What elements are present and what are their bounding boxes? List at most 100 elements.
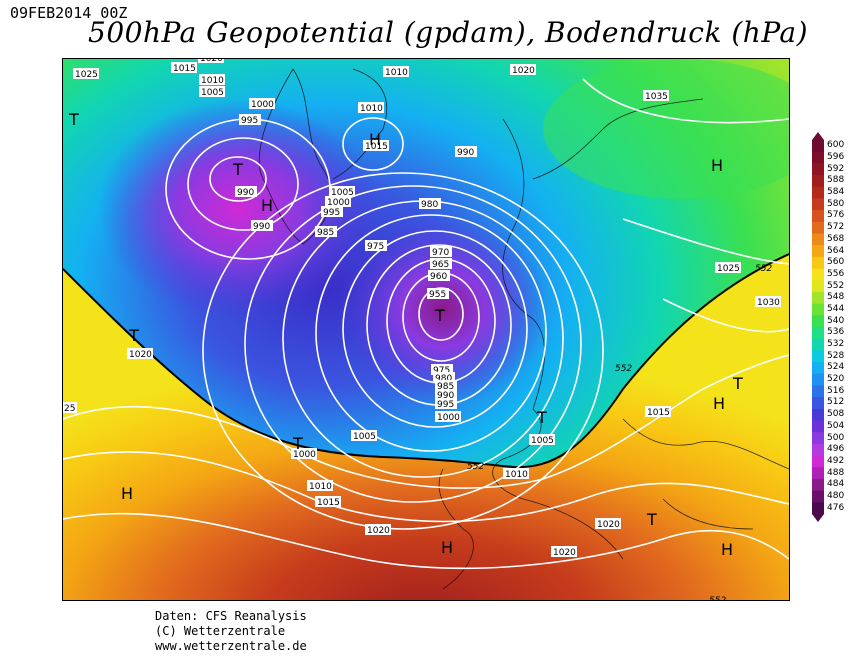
- colorbar-swatch: [812, 303, 824, 316]
- colorbar-swatch: [812, 490, 824, 503]
- contour-label: 552: [615, 364, 632, 374]
- colorbar-swatch: [812, 408, 824, 421]
- colorbar-level-label: 524: [827, 362, 845, 373]
- colorbar-arrow-top: [812, 132, 824, 140]
- colorbar-level-label: 580: [827, 198, 845, 209]
- pressure-label: 990: [457, 148, 474, 158]
- pressure-label: 1010: [385, 68, 408, 78]
- colorbar-swatch: [812, 373, 824, 386]
- pressure-label: 1010: [505, 470, 528, 480]
- colorbar-swatch: [812, 327, 824, 340]
- colorbar-level-label: 572: [827, 222, 845, 233]
- colorbar-level-label: 564: [827, 245, 845, 256]
- pressure-label: 995: [437, 400, 454, 410]
- colorbar-level-label: 484: [827, 479, 845, 490]
- colorbar-swatch: [812, 291, 824, 305]
- credits-source: Daten: CFS Reanalysis: [155, 609, 307, 623]
- colorbar-swatch: [812, 175, 824, 188]
- colorbar-level-label: 548: [827, 292, 845, 303]
- colorbar-level-label: 480: [827, 490, 845, 501]
- high-center: H: [121, 484, 133, 503]
- colorbar-swatch: [812, 256, 824, 270]
- pressure-label: 985: [437, 382, 454, 392]
- pressure-label: 1020: [367, 526, 390, 536]
- colorbar-level-label: 600: [827, 140, 845, 151]
- colorbar-swatch: [812, 210, 824, 223]
- pressure-label: 990: [237, 188, 254, 198]
- pressure-label: 1020: [200, 59, 223, 64]
- pressure-label: 1015: [317, 498, 340, 508]
- pressure-label: 1025: [717, 264, 740, 274]
- pressure-label: 985: [317, 228, 334, 238]
- storm-core: [338, 214, 548, 404]
- pressure-label: 1020: [129, 350, 152, 360]
- colorbar-level-label: 488: [827, 467, 845, 478]
- contour-label: 552: [709, 596, 726, 600]
- colorbar-level-label: 492: [827, 455, 845, 466]
- colorbar-swatch: [812, 268, 824, 281]
- contour-label: 552: [467, 462, 484, 472]
- pressure-label: 1000: [251, 100, 274, 110]
- low-center: T: [536, 408, 547, 427]
- pressure-label: 1000: [327, 198, 350, 208]
- colorbar-swatch: [812, 385, 824, 398]
- colorbar-level-label: 568: [827, 233, 845, 244]
- pressure-label: 995: [241, 116, 258, 126]
- credits-copyright: (C) Wetterzentrale: [155, 624, 286, 638]
- colorbar-level-label: 588: [827, 175, 845, 186]
- colorbar-swatch: [812, 315, 824, 328]
- credits-url: www.wetterzentrale.de: [155, 639, 307, 653]
- pressure-label: 955: [429, 290, 446, 300]
- pressure-label: 1005: [353, 432, 376, 442]
- pressure-label: 1005: [531, 436, 554, 446]
- weather-map: 1025 1015 1020 1010 1005 1000 995 990 10…: [62, 58, 790, 601]
- colorbar-swatch: [812, 198, 824, 211]
- colorbar-swatch: [812, 443, 824, 457]
- low-center: T: [292, 434, 303, 453]
- colorbar-swatch: [812, 233, 824, 246]
- colorbar-level-label: 540: [827, 315, 845, 326]
- colorbar-swatch: [812, 362, 824, 375]
- colorbar-level-label: 560: [827, 257, 845, 268]
- colorbar-level-label: 504: [827, 420, 845, 431]
- colorbar-swatch: [812, 397, 824, 410]
- colorbar-swatch: [812, 350, 824, 363]
- pressure-label: 1015: [365, 142, 388, 152]
- colorbar-swatch: [812, 221, 824, 234]
- colorbar-swatch: [812, 163, 824, 176]
- colorbar-level-label: 544: [827, 303, 845, 314]
- low-center: T: [232, 160, 243, 179]
- colorbar-level-label: 584: [827, 187, 845, 198]
- warm-airmass: [63, 254, 789, 600]
- pressure-label: 1015: [173, 64, 196, 74]
- pressure-label: 1020: [597, 520, 620, 530]
- pressure-label: 990: [253, 222, 270, 232]
- colorbar-arrow-bottom: [812, 514, 824, 522]
- pressure-label: 1015: [647, 408, 670, 418]
- contour-552-labels: 552 552 552 552: [467, 264, 772, 600]
- low-center: T: [646, 510, 657, 529]
- high-center: H: [721, 540, 733, 559]
- pressure-label: 1025: [75, 70, 98, 80]
- pressure-label: 1005: [201, 88, 224, 98]
- map-title: 500hPa Geopotential (gpdam), Bodendruck …: [88, 16, 809, 49]
- colorbar-swatch: [812, 245, 824, 258]
- pressure-label: 990: [437, 391, 454, 401]
- pressure-label: 980: [421, 200, 438, 210]
- colorbar-level-label: 596: [827, 152, 845, 163]
- colorbar-level-label: 592: [827, 163, 845, 174]
- low-center: T: [732, 374, 743, 393]
- pressure-label: 25: [64, 404, 75, 414]
- colorbar-level-label: 516: [827, 385, 845, 396]
- pressure-label: 960: [430, 272, 447, 282]
- colorbar-level-label: 512: [827, 397, 845, 408]
- colorbar-level-label: 536: [827, 327, 845, 338]
- pressure-label: 995: [323, 208, 340, 218]
- colorbar-swatch: [812, 455, 824, 468]
- western-trough-core: [98, 99, 378, 319]
- pressure-label: 980: [435, 374, 452, 384]
- colorbar-level-label: 520: [827, 374, 845, 385]
- low-center: T: [68, 110, 79, 129]
- pressure-label: 1020: [512, 66, 535, 76]
- colorbar-swatch: [812, 420, 824, 433]
